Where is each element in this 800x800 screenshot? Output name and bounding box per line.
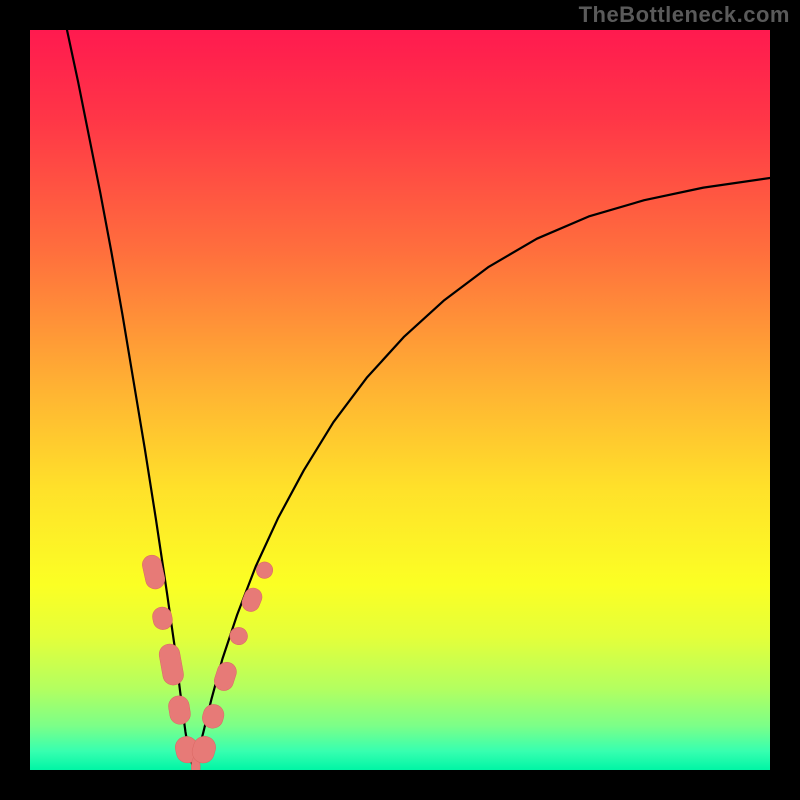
plot-area <box>30 30 770 770</box>
chart-svg <box>30 30 770 770</box>
gradient-background <box>30 30 770 770</box>
watermark-text: TheBottleneck.com <box>579 2 790 28</box>
chart-frame: TheBottleneck.com <box>0 0 800 800</box>
